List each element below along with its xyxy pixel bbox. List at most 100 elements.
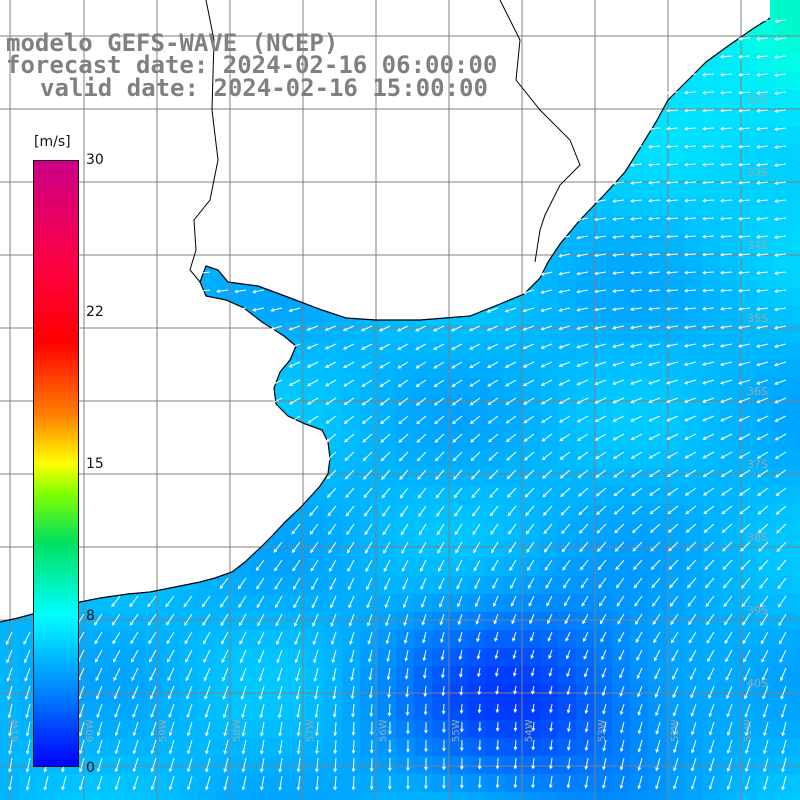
wind-cell	[558, 252, 576, 270]
wind-arrow	[665, 216, 679, 221]
wind-cell	[720, 594, 738, 612]
wind-cell	[198, 774, 216, 792]
wind-arrow	[613, 487, 625, 497]
wind-cell	[702, 180, 720, 198]
wind-cell	[684, 756, 702, 774]
wind-cell	[540, 432, 558, 450]
wind-cell	[684, 468, 702, 486]
wind-cell	[558, 450, 576, 468]
wind-arrow	[491, 559, 499, 572]
wind-cell	[540, 414, 558, 432]
wind-arrow	[612, 325, 625, 330]
wind-cell	[756, 558, 774, 576]
wind-cell	[306, 738, 324, 756]
wind-arrow	[113, 649, 121, 663]
wind-arrow	[763, 721, 769, 737]
wind-cell	[396, 378, 414, 396]
wind-arrows	[5, 19, 787, 791]
wind-cell	[504, 792, 522, 800]
wind-cell	[576, 378, 594, 396]
wind-arrow	[779, 649, 787, 663]
wind-arrow	[756, 451, 769, 459]
wind-cell	[198, 720, 216, 738]
wind-cell	[468, 774, 486, 792]
wind-cell	[792, 396, 800, 414]
wind-cell	[54, 774, 72, 792]
wind-cell	[504, 666, 522, 684]
wind-cell	[648, 450, 666, 468]
wind-arrow	[756, 379, 769, 385]
wind-arrow	[406, 775, 410, 790]
wind-cell	[378, 792, 396, 800]
wind-arrow	[404, 649, 409, 662]
wind-arrow	[630, 271, 643, 275]
wind-arrow	[724, 631, 733, 644]
wind-cell	[144, 612, 162, 630]
wind-cell	[504, 558, 522, 576]
wind-cell	[576, 486, 594, 504]
wind-cell	[324, 360, 342, 378]
wind-arrow	[241, 721, 247, 737]
wind-arrow	[544, 541, 553, 553]
wind-arrow	[559, 469, 571, 479]
wind-arrow	[774, 37, 787, 41]
wind-cell	[378, 450, 396, 468]
wind-arrow	[278, 775, 283, 791]
wind-arrow	[637, 775, 643, 790]
wind-cell	[432, 702, 450, 720]
wind-cell	[486, 486, 504, 504]
wind-arrow	[594, 307, 607, 312]
wind-cell	[432, 360, 450, 378]
wind-arrow	[576, 343, 589, 349]
wind-arrow	[314, 685, 319, 700]
wind-cell	[756, 126, 774, 144]
wind-arrow	[724, 613, 733, 626]
wind-cell	[756, 792, 774, 800]
wind-cell	[738, 738, 756, 756]
wind-cell	[792, 558, 800, 576]
wind-arrow	[669, 577, 679, 589]
wind-arrow	[726, 757, 733, 773]
wind-arrow	[612, 217, 625, 221]
wind-arrow	[702, 487, 715, 496]
wind-arrow	[761, 649, 769, 663]
wind-arrow	[719, 90, 733, 95]
wind-arrow	[348, 613, 355, 627]
wind-arrow	[560, 505, 571, 516]
wind-cell	[594, 288, 612, 306]
wind-arrow	[222, 685, 229, 700]
wind-arrow	[774, 433, 787, 441]
wind-cell	[756, 180, 774, 198]
wind-arrow	[774, 145, 787, 149]
lat-label: 39S	[747, 604, 768, 617]
wind-cell	[738, 792, 756, 800]
wind-arrow	[582, 631, 589, 643]
wind-arrow	[473, 541, 481, 554]
wind-cell	[774, 270, 792, 288]
wind-cell	[450, 540, 468, 558]
wind-arrow	[165, 613, 175, 626]
wind-arrow	[378, 325, 391, 332]
wind-arrow	[612, 433, 625, 441]
wind-arrow	[351, 739, 356, 755]
wind-cell	[738, 720, 756, 738]
wind-arrow	[597, 541, 607, 553]
wind-cell	[18, 756, 36, 774]
wind-arrow	[513, 757, 518, 770]
wind-arrow	[511, 613, 517, 625]
wind-arrow	[241, 739, 247, 755]
wind-cell	[720, 576, 738, 594]
wind-arrow	[540, 361, 553, 368]
wind-cell	[774, 180, 792, 198]
wind-cell	[486, 378, 504, 396]
wind-cell	[792, 36, 800, 54]
wind-arrow	[451, 379, 463, 387]
wind-cell	[738, 576, 756, 594]
wind-arrow	[361, 415, 373, 425]
wind-cell	[342, 666, 360, 684]
wind-cell	[486, 666, 504, 684]
wind-arrow	[379, 361, 391, 369]
wind-arrow	[471, 469, 481, 480]
wind-arrow	[741, 577, 751, 589]
wind-cell	[396, 342, 414, 360]
